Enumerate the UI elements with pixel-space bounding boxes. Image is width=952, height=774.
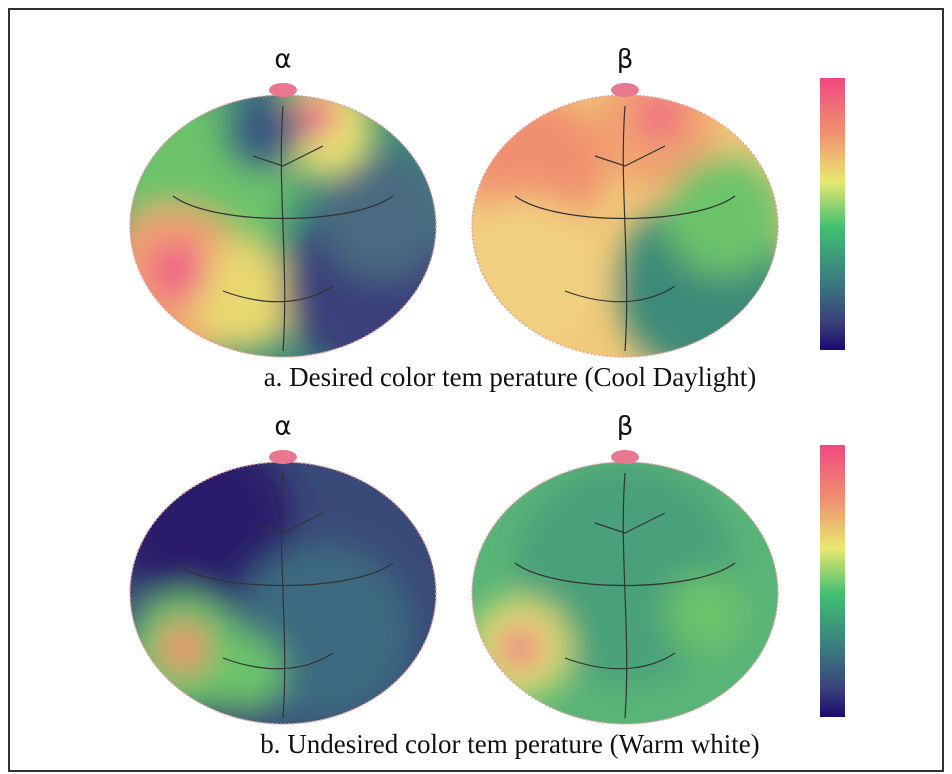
map-region	[498, 626, 542, 670]
map-label: β	[617, 45, 634, 75]
blobs	[130, 95, 436, 357]
map-region	[638, 95, 682, 138]
blobs	[130, 462, 413, 723]
map-region	[665, 573, 745, 653]
map-region	[318, 151, 436, 281]
map-region	[665, 156, 778, 276]
sulci	[172, 472, 394, 719]
nose	[269, 450, 297, 464]
map-region	[158, 623, 208, 673]
colorbar	[820, 445, 845, 717]
topo-map	[130, 95, 436, 357]
map-region	[188, 241, 298, 351]
map-region	[203, 633, 283, 713]
caption: b. Undesired color tem perature (Warm wh…	[260, 729, 759, 759]
frame	[8, 8, 944, 772]
topo-map	[472, 462, 778, 724]
caption: a. Desired color tem perature (Cool Dayl…	[264, 362, 757, 392]
sulci	[514, 472, 736, 719]
map-region	[148, 241, 208, 301]
map-region	[472, 196, 605, 356]
map-region	[296, 95, 340, 138]
topo-map	[472, 95, 778, 357]
map-label: α	[274, 412, 291, 442]
map-label: β	[617, 412, 634, 442]
sulci	[514, 105, 736, 352]
nose	[611, 450, 639, 464]
nose	[269, 83, 297, 97]
map-label: α	[274, 45, 291, 75]
colorbar	[820, 78, 845, 350]
sulci	[172, 105, 394, 352]
nose	[611, 83, 639, 97]
topo-map	[130, 462, 436, 724]
